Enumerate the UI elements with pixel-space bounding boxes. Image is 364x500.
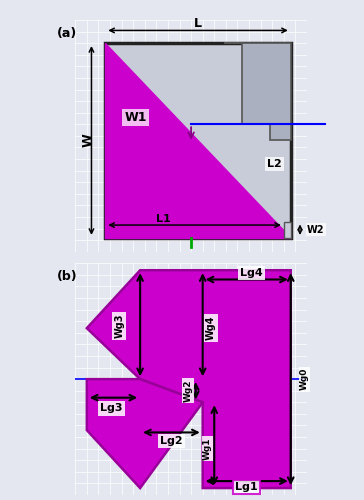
Polygon shape — [87, 270, 291, 488]
Text: Wg0: Wg0 — [300, 368, 309, 390]
Text: (a): (a) — [57, 27, 77, 40]
Text: L2: L2 — [267, 158, 282, 168]
Text: Wg4: Wg4 — [206, 316, 216, 340]
Text: Wg3: Wg3 — [114, 314, 124, 338]
Polygon shape — [87, 379, 203, 488]
Text: Wg2: Wg2 — [183, 380, 192, 402]
Text: Wg1: Wg1 — [203, 438, 212, 460]
Text: L1: L1 — [156, 214, 171, 224]
Text: Lg2: Lg2 — [160, 436, 183, 446]
Text: Lg3: Lg3 — [100, 404, 122, 413]
Text: W2: W2 — [307, 224, 324, 234]
Bar — [105, 43, 291, 238]
Polygon shape — [105, 43, 291, 238]
Text: (b): (b) — [57, 270, 77, 283]
Text: Lg4: Lg4 — [240, 268, 263, 278]
Text: L: L — [194, 16, 202, 30]
Polygon shape — [223, 43, 291, 140]
Text: Lg1: Lg1 — [236, 482, 258, 492]
Text: W: W — [82, 134, 95, 147]
Text: W1: W1 — [124, 111, 147, 124]
Bar — [284, 222, 291, 238]
